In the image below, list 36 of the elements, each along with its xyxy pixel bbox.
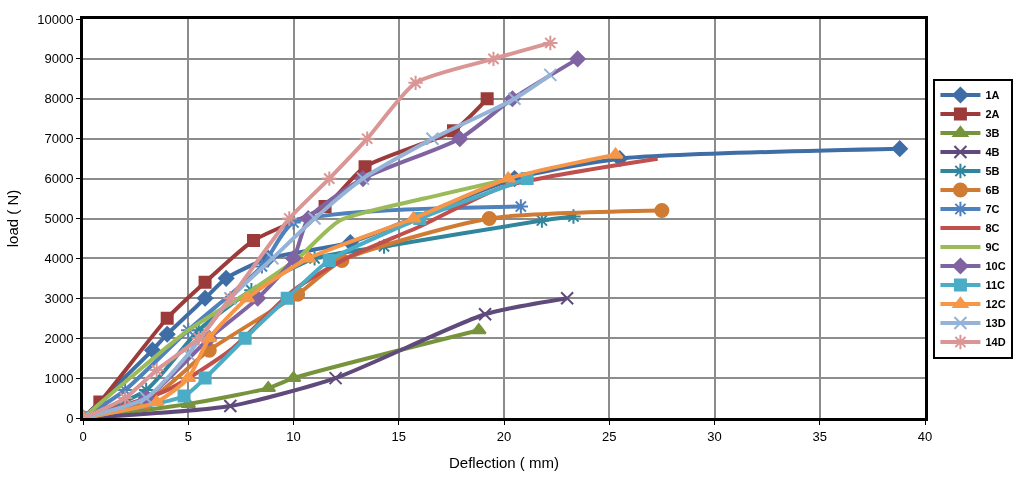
y-axis-title: load ( N): [4, 189, 22, 248]
legend-label: 9C: [985, 241, 1000, 254]
y-tick-label: 9000: [44, 51, 74, 67]
y-tick-label: 6000: [44, 171, 74, 187]
x-tick-label: 35: [812, 428, 827, 444]
y-tick-label: 8000: [44, 91, 74, 107]
y-tick-label: 7000: [44, 131, 74, 147]
x-tick-label: 5: [184, 428, 192, 444]
y-tick-label: 10000: [37, 11, 74, 27]
y-tick-label: 5000: [44, 211, 74, 227]
y-tick-label: 2000: [44, 330, 74, 346]
x-tick-label: 10: [286, 428, 301, 444]
x-tick-label: 30: [707, 428, 722, 444]
x-tick-label: 0: [79, 428, 87, 444]
legend-label: 13D: [985, 317, 1006, 330]
legend-label: 11C: [985, 279, 1006, 292]
legend-label: 3B: [985, 127, 1000, 140]
legend-label: 14D: [985, 336, 1006, 349]
legend-label: 8C: [985, 222, 1000, 235]
x-axis-title: Deflection ( mm): [448, 453, 560, 471]
legend-label: 1A: [985, 89, 1000, 102]
y-tick-label: 1000: [44, 370, 74, 386]
y-tick-label: 0: [66, 410, 74, 426]
legend-label: 4B: [985, 146, 1000, 159]
x-tick-label: 20: [496, 428, 512, 444]
legend-label: 6B: [985, 184, 1000, 197]
legend-label: 2A: [985, 108, 1000, 121]
legend-label: 10C: [985, 260, 1006, 273]
y-tick-label: 3000: [44, 290, 74, 306]
legend-label: 7C: [985, 203, 1000, 216]
legend-label: 12C: [985, 298, 1006, 311]
x-tick-label: 25: [602, 428, 617, 444]
x-tick-label: 15: [391, 428, 406, 444]
y-tick-label: 4000: [44, 250, 74, 266]
x-tick-label: 40: [917, 428, 933, 444]
legend-label: 5B: [985, 165, 1000, 178]
